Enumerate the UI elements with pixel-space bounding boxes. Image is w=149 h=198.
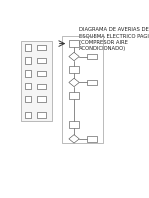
Bar [37, 84, 46, 89]
Bar [87, 54, 97, 59]
Bar [25, 83, 31, 89]
Bar [37, 70, 46, 76]
Bar [25, 112, 31, 118]
Bar [87, 136, 97, 142]
Polygon shape [69, 135, 79, 143]
Bar [37, 58, 46, 63]
Bar [25, 96, 31, 102]
Bar [69, 92, 79, 99]
Bar [25, 44, 31, 51]
Bar [87, 80, 97, 85]
Bar [69, 40, 79, 47]
Polygon shape [69, 78, 79, 87]
Bar [25, 57, 31, 64]
Bar [37, 96, 46, 102]
Bar [37, 45, 46, 50]
Polygon shape [69, 52, 79, 61]
Bar [25, 70, 31, 76]
Bar [69, 66, 79, 73]
Bar [62, 36, 104, 143]
Bar [69, 121, 79, 128]
Bar [21, 41, 52, 121]
Bar [37, 112, 46, 118]
Text: DIAGRAMA DE AVERIAS DEL
ESQUEMA ELECTRICO PAGINA 92
(COMPRESOR AIRE
ACONDICIONAD: DIAGRAMA DE AVERIAS DEL ESQUEMA ELECTRIC… [79, 27, 149, 51]
